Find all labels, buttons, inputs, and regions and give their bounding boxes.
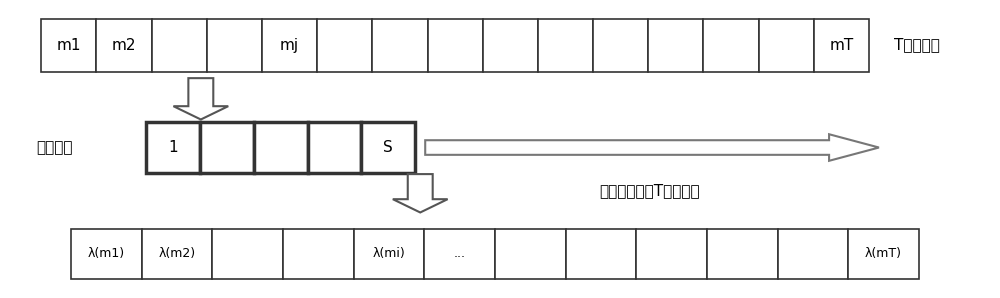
Bar — [283, 229, 354, 279]
Text: 1: 1 — [168, 140, 178, 155]
Text: T次测量值: T次测量值 — [894, 37, 940, 52]
Bar — [254, 122, 308, 173]
Bar — [566, 229, 636, 279]
Text: 平滑处理后的T次测量值: 平滑处理后的T次测量值 — [600, 183, 700, 198]
Polygon shape — [393, 174, 448, 212]
Bar — [142, 229, 212, 279]
Bar — [483, 19, 538, 72]
Bar — [308, 122, 361, 173]
Bar — [707, 229, 778, 279]
Text: ...: ... — [454, 247, 466, 260]
Text: λ(m2): λ(m2) — [159, 247, 196, 260]
Bar — [648, 19, 703, 72]
Bar — [848, 229, 919, 279]
Text: mT: mT — [829, 38, 854, 53]
Bar — [778, 229, 848, 279]
Bar — [207, 19, 262, 72]
Bar — [538, 19, 593, 72]
Bar — [354, 229, 424, 279]
Bar — [636, 229, 707, 279]
Text: m1: m1 — [57, 38, 81, 53]
Bar — [317, 19, 372, 72]
Bar — [814, 19, 869, 72]
Bar — [428, 19, 483, 72]
Bar — [703, 19, 759, 72]
Bar — [593, 19, 648, 72]
Bar — [200, 122, 254, 173]
Polygon shape — [173, 78, 228, 119]
Text: m2: m2 — [112, 38, 136, 53]
Text: λ(m1): λ(m1) — [88, 247, 125, 260]
Text: λ(mT): λ(mT) — [865, 247, 902, 260]
Text: 滑动窗口: 滑动窗口 — [36, 140, 73, 155]
Bar — [262, 19, 317, 72]
Text: S: S — [383, 140, 393, 155]
Bar — [759, 19, 814, 72]
Bar — [372, 19, 428, 72]
Polygon shape — [425, 134, 879, 161]
Bar — [146, 122, 200, 173]
Bar — [495, 229, 566, 279]
Bar — [361, 122, 415, 173]
Bar — [212, 229, 283, 279]
Text: λ(mi): λ(mi) — [373, 247, 405, 260]
Bar — [96, 19, 152, 72]
Bar — [424, 229, 495, 279]
Bar — [152, 19, 207, 72]
Bar — [71, 229, 142, 279]
Text: mj: mj — [280, 38, 299, 53]
Bar — [41, 19, 96, 72]
